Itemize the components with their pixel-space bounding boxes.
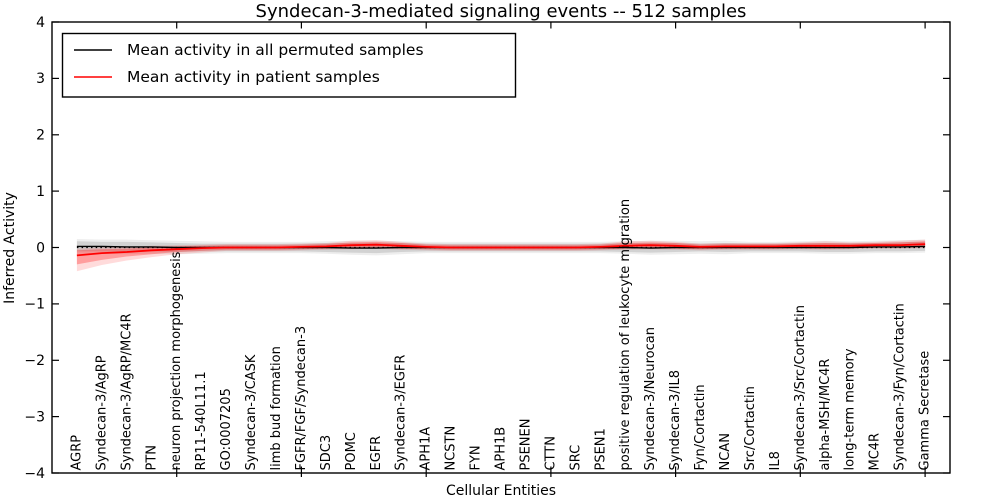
legend: Mean activity in all permuted samples Me… [61, 32, 517, 98]
legend-label-permuted-samples: Mean activity in all permuted samples [127, 41, 424, 59]
x-category-label: Syndecan-3/EGFR [394, 355, 409, 471]
x-axis-label: Cellular Entities [446, 483, 556, 499]
x-category-label: Syndecan-3/Src/Cortactin [793, 305, 808, 471]
legend-box [61, 32, 517, 98]
ticks-layer: −4 −3 −2 −1 0 1 2 3 4 [24, 15, 950, 482]
y-tick-label: −3 [24, 409, 45, 425]
x-category-label: positive regulation of leukocyte migrati… [618, 199, 633, 471]
x-category-label: CTTN [543, 436, 558, 470]
x-category-label: SRC [568, 445, 583, 471]
x-category-label: Syndecan-3/AgRP/MC4R [119, 313, 134, 470]
y-tick-label: 2 [36, 128, 45, 144]
y-tick-label: −4 [24, 466, 45, 482]
y-tick-label: 0 [36, 240, 45, 256]
y-tick-label: 1 [36, 184, 45, 200]
x-category-label: limb bud formation [269, 346, 284, 470]
patient-mean-line [76, 243, 926, 257]
x-category-label: Syndecan-3/IL8 [668, 370, 683, 470]
x-category-label: alpha-MSH/MC4R [818, 359, 833, 471]
y-tick-label: −1 [24, 297, 45, 313]
series-lines-layer [76, 243, 926, 257]
x-category-label: FGFR/FGF/Syndecan-3 [294, 326, 309, 471]
y-axis-label: Inferred Activity [2, 192, 18, 304]
x-category-label: AGRP [69, 435, 84, 471]
x-category-label: Fyn/Cortactin [693, 384, 708, 470]
y-tick-label: 3 [36, 71, 45, 87]
x-category-label: Syndecan-3/AgRP [94, 355, 109, 470]
x-category-label: RP11-540L11.1 [194, 371, 209, 470]
x-category-label: SDC3 [319, 435, 334, 471]
x-category-label: NCSTN [444, 426, 459, 471]
y-tick-label: −2 [24, 353, 45, 369]
chart-title: Syndecan-3-mediated signaling events -- … [256, 1, 747, 22]
x-category-label: long-term memory [843, 348, 858, 470]
x-category-label: Syndecan-3/Fyn/Cortactin [893, 303, 908, 470]
x-category-label: GO:0007205 [219, 388, 234, 470]
x-category-label: PTN [144, 445, 159, 471]
x-category-label: IL8 [768, 451, 783, 470]
x-category-label: Src/Cortactin [743, 386, 758, 470]
plot-border [51, 21, 951, 474]
x-category-label: APH1B [494, 427, 509, 471]
x-category-label: Syndecan-3/Neurocan [643, 327, 658, 470]
x-category-label: PSENEN [518, 419, 533, 471]
x-category-label: PSEN1 [593, 428, 608, 470]
x-category-label: Syndecan-3/CASK [244, 354, 259, 470]
x-category-label: neuron projection morphogenesis [169, 251, 184, 470]
confidence-bands-layer [76, 239, 926, 272]
x-category-label: NCAN [718, 433, 733, 470]
x-category-label: Gamma Secretase [918, 351, 933, 471]
legend-label-patient-samples: Mean activity in patient samples [127, 68, 380, 86]
x-category-label: APH1A [419, 427, 434, 471]
x-category-label: EGFR [369, 436, 384, 471]
y-tick-label: 4 [36, 15, 45, 31]
x-category-label: MC4R [868, 433, 883, 471]
x-category-label: POMC [344, 432, 359, 470]
x-category-label: FYN [469, 445, 484, 470]
category-labels-layer: AGRP Syndecan-3/AgRP Syndecan-3/AgRP/MC4R P… [69, 199, 932, 471]
